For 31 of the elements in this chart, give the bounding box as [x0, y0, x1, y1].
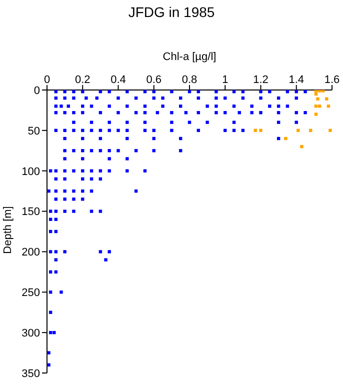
y-tick-label: 250 [22, 287, 40, 300]
x-tick-label: 0.4 [110, 74, 126, 86]
point [316, 97, 320, 100]
y-tick-label: 100 [22, 166, 40, 178]
x-tick-label: 0.2 [74, 74, 90, 86]
y-tick-label: 150 [22, 206, 40, 218]
x-tick-label: 0.6 [146, 74, 162, 86]
x-tick-label: 1.2 [253, 74, 268, 86]
y-tick-label: 300 [22, 327, 40, 340]
point [325, 97, 328, 100]
point [326, 104, 330, 108]
y-tick-label: 200 [22, 246, 40, 259]
point [296, 128, 300, 132]
point [300, 145, 304, 148]
point [259, 128, 262, 132]
x-tick-label: 0.8 [182, 74, 198, 86]
point [314, 104, 318, 108]
y-tick-label: 50 [28, 125, 40, 138]
chart-title: JFDG in 1985 [127, 4, 216, 20]
y-axis-title: Depth [m] [2, 206, 14, 254]
x-tick-label: 1 [222, 74, 228, 86]
x-axis-title: Chl-a [µg/l] [162, 50, 216, 63]
y-tick-label: 0 [34, 84, 40, 97]
x-tick-label: 1.6 [324, 74, 340, 86]
y-tick-label: 350 [22, 368, 40, 380]
point [328, 128, 332, 132]
point [314, 112, 318, 116]
point [284, 136, 288, 140]
point [318, 104, 322, 108]
x-tick-label: 0 [44, 74, 50, 86]
x-tick-label: 1.4 [288, 74, 304, 86]
